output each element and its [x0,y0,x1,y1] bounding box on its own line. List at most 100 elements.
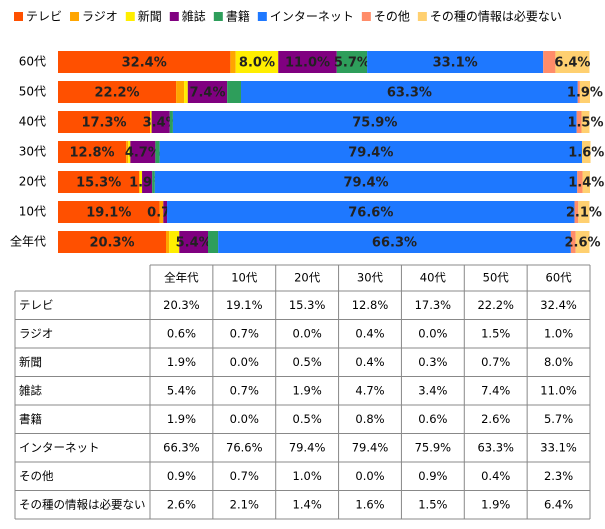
bar-segment [555,51,590,73]
y-tick-label: 40代 [19,115,46,129]
table-cell: 20.3% [163,298,200,312]
bar-segment [58,201,160,223]
value-label: 1.5% [567,116,603,131]
bar-segment [58,231,166,253]
value-label: 66.3% [372,236,417,251]
value-label: 4.7% [125,146,161,161]
legend-swatch [213,12,223,21]
bar-segment [150,111,152,133]
table-cell: 2.3% [544,469,573,483]
bar-segment [577,81,580,103]
table-cell: 1.0% [544,326,573,340]
table-cell: 2.6% [481,412,510,426]
bar-segment [241,81,578,103]
table-cell: 1.6% [355,497,384,511]
bar-segment [169,231,180,253]
table-cell: 1.9% [481,497,510,511]
bar-segment [575,231,590,253]
table-cell: 0.6% [418,412,447,426]
value-label: 79.4% [348,146,393,161]
legend-label: 新聞 [138,9,162,24]
bar-segment [58,81,177,103]
bar-segment [58,51,231,73]
bar-segment [187,81,228,103]
table-row-label: その他 [19,469,54,483]
table-cell: 0.7% [230,469,259,483]
legend-label: 雑誌 [182,9,206,24]
table-cell: 0.7% [481,355,510,369]
legend-label: テレビ [26,10,62,24]
table-cell: 19.1% [226,298,263,312]
bar-segment [235,51,279,73]
bar-segment [208,231,219,253]
bar-segment [167,201,575,223]
table-row-label: テレビ [19,298,54,312]
value-label: 1.9% [567,86,603,101]
value-label: 63.3% [387,86,432,101]
legend-label: インターネット [270,10,354,24]
table-cell: 0.4% [355,355,384,369]
table-cell: 0.7% [230,326,259,340]
legend-swatch [14,12,23,21]
table-header: 全年代 [164,271,199,285]
table-cell: 0.0% [418,326,447,340]
y-tick-label: 10代 [19,205,46,219]
bar-segment [139,171,143,193]
table-cell: 3.4% [418,383,447,397]
value-label: 15.3% [76,176,121,191]
bar-segment [169,111,173,133]
y-tick-label: 30代 [19,145,46,159]
bar-segment [179,231,209,253]
table-cell: 1.9% [167,412,196,426]
value-label: 11.0% [285,56,330,71]
bar-segment [58,111,151,133]
bar-segment [570,231,576,253]
table-cell: 11.0% [540,383,577,397]
table-row-label: その種の情報は必要ない [19,497,146,511]
table-cell: 12.8% [352,298,389,312]
bar-segment [155,141,160,163]
bar-segment [278,51,337,73]
table-header: 50代 [483,271,510,285]
value-label: 17.3% [81,116,126,131]
bar-segment [577,171,583,193]
value-label: 5.7% [334,56,370,71]
bar-segment [227,81,242,103]
table-row-label: 書籍 [19,412,42,426]
table-cell: 32.4% [540,298,577,312]
legend-swatch [361,12,371,21]
bar-segment [176,81,185,103]
value-label: 6.4% [554,56,590,71]
table-cell: 5.7% [544,412,573,426]
value-label: 3.4% [143,116,179,131]
bar-segment [581,111,590,133]
table-row-label: インターネット [19,440,100,454]
bar-segment [579,81,590,103]
bar-segment [130,141,156,163]
value-label: 75.9% [352,116,397,131]
table-cell: 4.7% [355,383,384,397]
table-header: 20代 [294,271,321,285]
legend-label: その他 [374,10,410,24]
table-header: 40代 [420,271,447,285]
table-cell: 1.9% [167,355,196,369]
table-cell: 17.3% [415,298,452,312]
table-cell: 0.5% [293,412,322,426]
bar-segment [58,171,140,193]
table-cell: 0.0% [293,326,322,340]
bar-segment [582,141,591,163]
value-label: 1.6% [568,146,604,161]
table-cell: 1.0% [293,469,322,483]
bar-segment [126,141,129,163]
value-label: 5.4% [176,236,212,251]
table-cell: 0.4% [481,469,510,483]
table-cell: 79.4% [352,440,389,454]
table-cell: 0.7% [230,383,259,397]
value-label: 19.1% [86,206,131,221]
legend-swatch [125,12,135,21]
bar-segment [159,201,164,223]
table-row-label: ラジオ [19,326,53,340]
bar-segment [152,171,155,193]
table-cell: 0.9% [418,469,447,483]
